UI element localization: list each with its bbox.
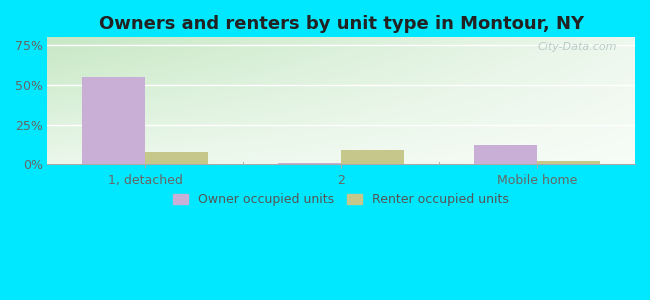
Bar	[145, 152, 208, 164]
Text: City-Data.com: City-Data.com	[538, 42, 618, 52]
Bar	[278, 163, 341, 164]
Title: Owners and renters by unit type in Montour, NY: Owners and renters by unit type in Monto…	[99, 15, 584, 33]
Bar	[341, 150, 404, 164]
Bar	[83, 77, 145, 164]
Legend: Owner occupied units, Renter occupied units: Owner occupied units, Renter occupied un…	[168, 188, 514, 211]
Bar	[537, 161, 600, 164]
Bar	[474, 145, 537, 164]
